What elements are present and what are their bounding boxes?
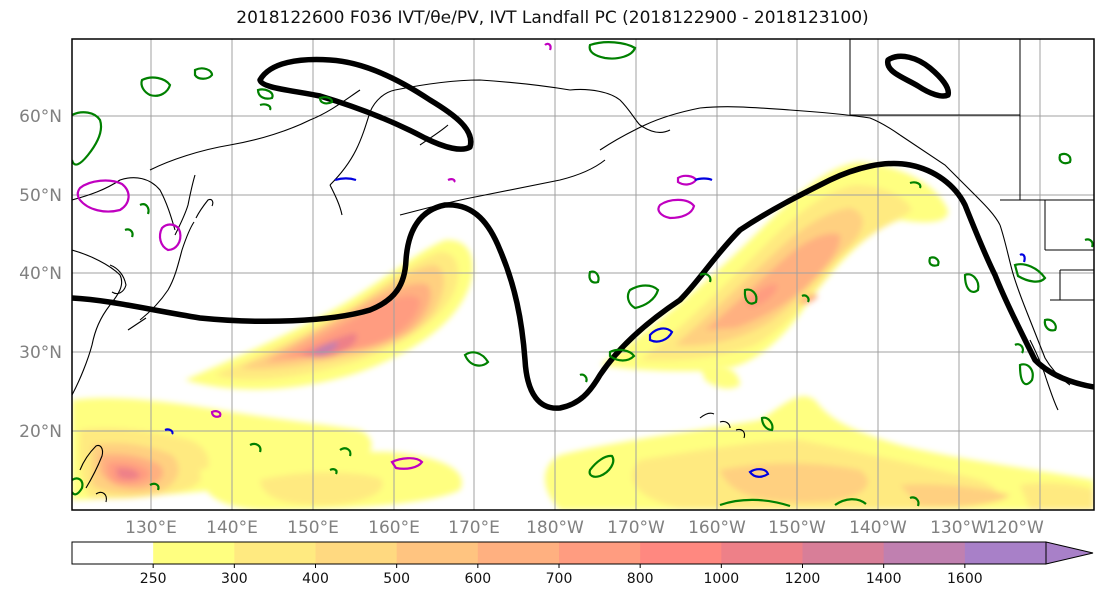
lat-label-20n: 20°N xyxy=(19,422,62,442)
dynamic-tropopause-contour xyxy=(72,53,1094,411)
political-boundaries xyxy=(849,39,1094,301)
map-layers xyxy=(72,39,1094,510)
colorbar: 250 300 400 500 600 700 800 1000 1200 1400 1600 xyxy=(71,541,1094,587)
lat-label-30n: 30°N xyxy=(19,343,62,363)
longitude-labels: 130°E 140°E 150°E 160°E 170°E 180°W 170°… xyxy=(125,518,1044,538)
colorbar-swatch xyxy=(721,542,804,564)
ivt-shading-tropics xyxy=(72,363,1094,510)
lon-label-180w: 180°W xyxy=(526,518,584,538)
lat-label-60n: 60°N xyxy=(19,107,62,127)
colorbar-swatch xyxy=(640,542,722,564)
colorbar-tick-label: 600 xyxy=(464,571,491,587)
lon-label-120w: 120°W xyxy=(986,518,1044,538)
lat-label-40n: 40°N xyxy=(19,264,62,284)
lon-label-130e: 130°E xyxy=(125,518,177,538)
colorbar-swatch xyxy=(315,542,398,564)
lon-label-170e: 170°E xyxy=(448,518,500,538)
lat-label-50n: 50°N xyxy=(19,186,62,206)
lon-label-140e: 140°E xyxy=(206,518,258,538)
map-border xyxy=(71,38,1095,511)
colorbar-swatch xyxy=(477,542,560,564)
gridlines xyxy=(72,39,1094,510)
colorbar-swatch xyxy=(396,542,479,564)
colorbar-extend-arrow xyxy=(1045,541,1094,565)
colorbar-tick-label: 300 xyxy=(221,571,248,587)
colorbar-swatch xyxy=(802,542,885,564)
lon-label-160w: 160°W xyxy=(688,518,746,538)
coastlines xyxy=(72,79,1071,503)
lon-label-150e: 150°E xyxy=(287,518,339,538)
lon-label-160e: 160°E xyxy=(368,518,420,538)
colorbar-tick-label: 800 xyxy=(627,571,654,587)
latitude-labels: 60°N 50°N 40°N 30°N 20°N xyxy=(19,107,62,442)
colorbar-swatch xyxy=(559,542,641,564)
colorbar-swatch xyxy=(153,542,235,564)
pv-contours-blue xyxy=(164,177,1026,478)
colorbar-tick-label: 1400 xyxy=(866,571,902,587)
theta-e-contours xyxy=(72,41,1094,508)
colorbar-swatch xyxy=(964,542,1047,564)
colorbar-swatch xyxy=(883,542,966,564)
map-title: 2018122600 F036 IVT/θe/PV, IVT Landfall … xyxy=(236,8,869,28)
colorbar-tick-label: 500 xyxy=(383,571,410,587)
colorbar-tick-label: 250 xyxy=(140,571,167,587)
colorbar-swatch xyxy=(72,542,154,564)
colorbar-tick-label: 1200 xyxy=(785,571,821,587)
colorbar-tick-label: 700 xyxy=(546,571,573,587)
colorbar-tick-label: 400 xyxy=(302,571,329,587)
lon-label-150w: 150°W xyxy=(768,518,826,538)
colorbar-tick-label: 1000 xyxy=(704,571,740,587)
lon-label-130w: 130°W xyxy=(930,518,988,538)
pv-contours-magenta xyxy=(76,42,698,470)
lon-label-140w: 140°W xyxy=(849,518,907,538)
lon-label-170w: 170°W xyxy=(607,518,665,538)
colorbar-swatch xyxy=(234,542,317,564)
colorbar-tick-label: 1600 xyxy=(947,571,983,587)
